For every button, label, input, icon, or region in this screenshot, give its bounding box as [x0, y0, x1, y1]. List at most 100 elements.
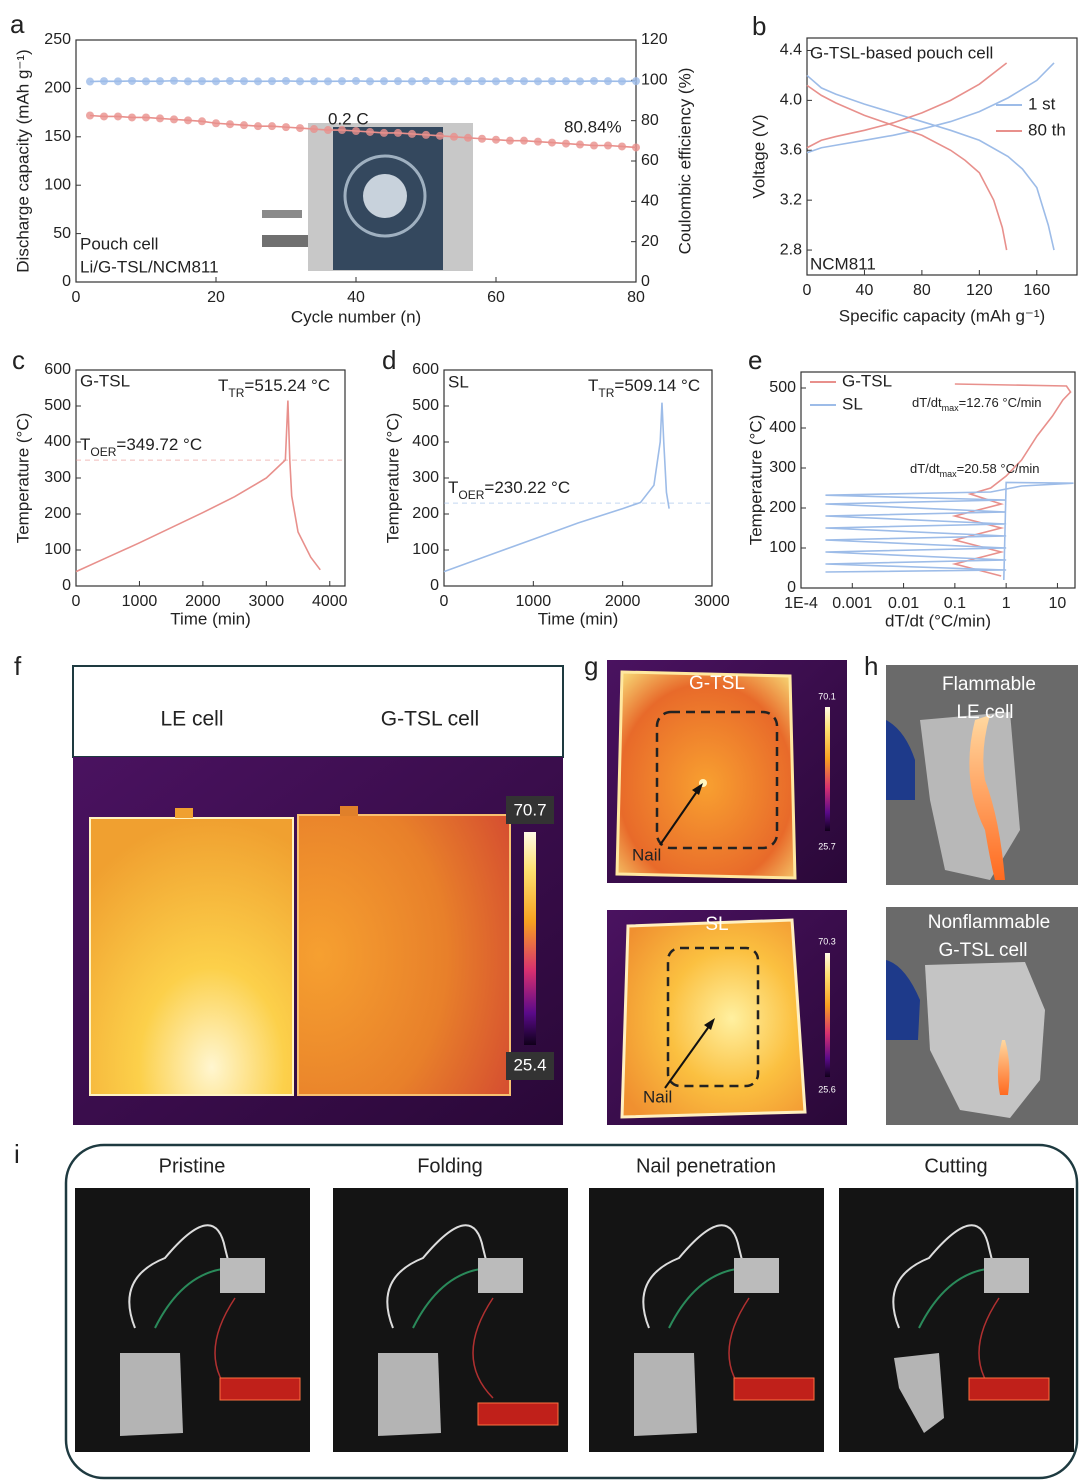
data-point: [324, 77, 332, 85]
data-point: [352, 77, 360, 85]
x-tick-label: 3000: [249, 593, 285, 610]
panel-letter: e: [748, 345, 762, 375]
cell-label: LE cell: [160, 708, 223, 731]
y-tick-label: 200: [44, 505, 71, 522]
annotation-part: =20.58 °C/min: [957, 461, 1040, 476]
x-tick-label: 40: [347, 289, 365, 306]
scale-max: 70.1: [818, 691, 836, 701]
data-point: [114, 112, 122, 120]
panel-f: f LE cell G-TSL cell 70.7 25.4: [14, 651, 563, 1125]
data-point: [254, 77, 262, 85]
annotation: TTR=515.24 °C: [218, 376, 330, 400]
x-tick-label: 2000: [605, 593, 641, 610]
x-tick-label: 80: [627, 289, 645, 306]
y2-tick-label: 40: [641, 193, 659, 210]
x-tick-label: 1: [1002, 595, 1011, 612]
data-point: [492, 77, 500, 85]
image-title: G-TSL: [689, 673, 745, 694]
x-axis-label: Specific capacity (mAh g⁻¹): [839, 306, 1045, 325]
data-point: [338, 77, 346, 85]
x-tick-label: 1000: [516, 593, 552, 610]
photo: [75, 1188, 310, 1452]
legend-label: SL: [842, 394, 863, 413]
x-tick-label: 0.001: [832, 595, 872, 612]
y-axis-label: Temperature (°C): [383, 413, 402, 544]
y-tick-label: 100: [412, 541, 439, 558]
legend-label: 80 th: [1028, 120, 1066, 139]
y2-tick-label: 120: [641, 31, 668, 48]
data-point: [282, 77, 290, 85]
data-point: [604, 77, 612, 85]
data-point: [548, 77, 556, 85]
data-point: [478, 135, 486, 143]
y-tick-label: 200: [769, 499, 796, 516]
y-tick-label: 0: [787, 579, 796, 596]
x-tick-label: 1000: [122, 593, 158, 610]
scale-min: 25.6: [818, 1084, 836, 1094]
data-line: [807, 63, 1054, 250]
data-point: [226, 120, 234, 128]
annotation-part: T: [218, 376, 228, 395]
annotation: Pouch cell: [80, 234, 158, 253]
panel-letter: d: [382, 345, 396, 375]
legend-label: G-TSL: [842, 371, 892, 390]
y-tick-label: 100: [769, 539, 796, 556]
panel-letter: f: [14, 651, 22, 681]
clip: [220, 1258, 265, 1293]
data-line: [76, 401, 320, 572]
annotation: TTR=509.14 °C: [588, 376, 700, 400]
y-tick-label: 600: [412, 361, 439, 378]
data-point: [170, 77, 178, 85]
annotation-part: =230.22 °C: [484, 478, 570, 497]
annotation-subscript: TR: [228, 386, 244, 400]
scale-min: 25.4: [513, 1055, 546, 1074]
panel-letter: b: [752, 11, 766, 41]
data-point: [310, 125, 318, 133]
data-point: [240, 77, 248, 85]
data-point: [366, 128, 374, 136]
annotation: NCM811: [810, 254, 876, 273]
annotation: 0.2 C: [328, 109, 369, 128]
y-tick-label: 100: [44, 541, 71, 558]
data-line: [825, 482, 1073, 580]
annotation-subscript: max: [940, 469, 958, 479]
x-tick-label: 60: [487, 289, 505, 306]
data-point: [226, 77, 234, 85]
data-point: [478, 77, 486, 85]
y-tick-label: 300: [44, 469, 71, 486]
data-point: [450, 77, 458, 85]
x-tick-label: 4000: [312, 593, 348, 610]
x-tick-label: 0: [803, 282, 812, 299]
data-point: [100, 112, 108, 120]
y-tick-label: 600: [44, 361, 71, 378]
data-point: [632, 143, 640, 151]
scale-max: 70.7: [513, 800, 546, 819]
data-point: [422, 131, 430, 139]
annotation-subscript: OER: [90, 445, 116, 459]
data-point: [142, 77, 150, 85]
data-point: [618, 77, 626, 85]
data-line: [807, 63, 1007, 250]
y-tick-label: 300: [769, 459, 796, 476]
y2-tick-label: 0: [641, 273, 650, 290]
photo: [589, 1188, 824, 1452]
annotation-part: =12.76 °C/min: [959, 395, 1042, 410]
scale-min: 25.7: [818, 841, 836, 851]
data-point: [240, 121, 248, 129]
y-tick-label: 0: [430, 577, 439, 594]
data-point: [198, 77, 206, 85]
data-point: [506, 77, 514, 85]
y2-axis-label: Coulombic efficiency (%): [675, 68, 694, 255]
photo-label: Nonflammable: [928, 912, 1051, 933]
data-point: [590, 77, 598, 85]
clip: [984, 1258, 1029, 1293]
y2-tick-label: 100: [641, 72, 668, 89]
annotation-subscript: max: [942, 403, 960, 413]
y-tick-label: 500: [44, 397, 71, 414]
nail-label: Nail: [632, 845, 661, 864]
panel-letter: h: [864, 651, 878, 681]
x-tick-label: 40: [856, 282, 874, 299]
x-tick-label: 80: [913, 282, 931, 299]
x-axis-label: Time (min): [170, 609, 251, 628]
